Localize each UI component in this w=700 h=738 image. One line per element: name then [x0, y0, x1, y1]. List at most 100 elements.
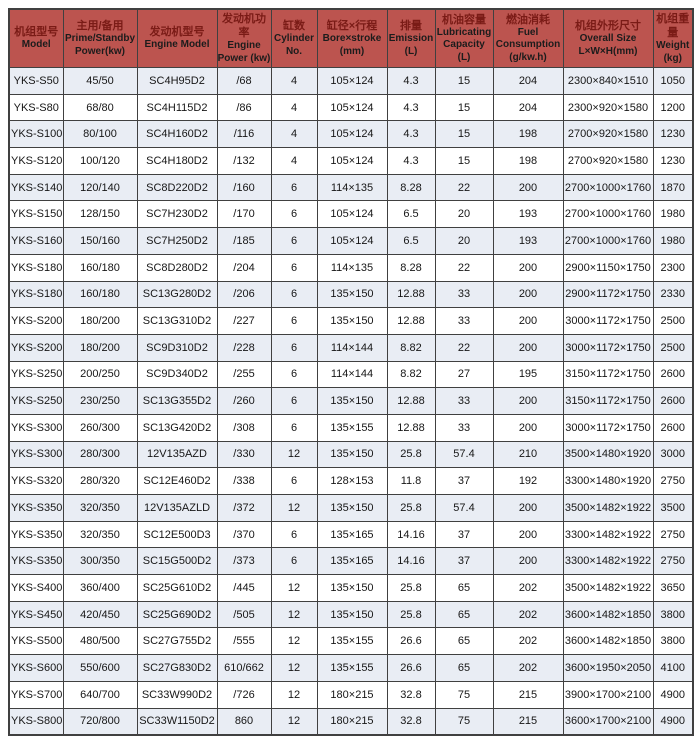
cell-engine-model: SC13G355D2 [136, 387, 218, 415]
cell-model: YKS-S180 [8, 280, 64, 309]
column-header-en-lube-capacity: Lubricating Capacity (L) [436, 26, 492, 63]
cell-lube-capacity: 75 [434, 707, 494, 736]
cell-model: YKS-S800 [8, 707, 64, 736]
cell-fuel-consumption: 193 [492, 200, 564, 229]
column-header-overall-size: 机组外形尺寸 Overall Size L×W×H(mm) [562, 8, 654, 68]
cell-prime-standby: 160/180 [62, 253, 138, 282]
cell-prime-standby: 180/200 [62, 307, 138, 335]
cell-emission: 32.8 [386, 680, 436, 709]
cell-lube-capacity: 15 [434, 120, 494, 149]
cell-overall-size: 3300×1480×1920 [562, 467, 654, 495]
cell-prime-standby: 420/450 [62, 600, 138, 629]
cell-emission: 14.16 [386, 547, 436, 576]
table-row: YKS-S120 100/120 SC4H180D2/132 4 105×124 4.3 1… [8, 147, 694, 175]
cell-emission: 26.6 [386, 654, 436, 682]
cell-engine-power: /160 [216, 173, 272, 202]
cell-bore-stroke: 105×124 [316, 147, 388, 175]
cell-engine-power: /445 [216, 574, 272, 602]
cell-model: YKS-S320 [8, 467, 64, 495]
cell-fuel-consumption: 195 [492, 360, 564, 389]
cell-emission: 11.8 [386, 467, 436, 495]
cell-lube-capacity: 33 [434, 387, 494, 415]
column-header-zh-prime-standby: 主用/备用 [76, 20, 124, 32]
cell-bore-stroke: 128×153 [316, 467, 388, 495]
column-header-zh-engine-model: 发动机型号 [149, 26, 205, 39]
table-row: YKS-S100 80/100 SC4H160D2/116 4 105×124 4.3 15… [8, 120, 694, 149]
table-row: YKS-S800 720/800 SC33W1150D2 860 12 180×215 32… [8, 707, 694, 736]
cell-lube-capacity: 33 [434, 307, 494, 335]
cell-overall-size: 3500×1480×1920 [562, 440, 654, 469]
column-header-cylinder-no: 缸数 Cylinder No. [270, 8, 318, 68]
cell-model: YKS-S700 [8, 680, 64, 709]
cell-prime-standby: 68/80 [62, 93, 138, 122]
table-row: YKS-S250 200/250 SC9D340D2/255 6 114×144 8.82… [8, 360, 694, 389]
cell-engine-power: /228 [216, 333, 272, 362]
cell-prime-standby: 200/250 [62, 360, 138, 389]
cell-emission: 8.28 [386, 253, 436, 282]
cell-model: YKS-S200 [8, 307, 64, 335]
cell-emission: 26.6 [386, 627, 436, 656]
cell-model: YKS-S250 [8, 387, 64, 415]
cell-lube-capacity: 33 [434, 413, 494, 442]
cell-model: YKS-S250 [8, 360, 64, 389]
cell-engine-model: SC25G690D2 [136, 600, 218, 629]
cell-overall-size: 2900×1150×1750 [562, 253, 654, 282]
cell-prime-standby: 280/320 [62, 467, 138, 495]
cell-engine-model: SC15G500D2 [136, 547, 218, 576]
cell-lube-capacity: 65 [434, 654, 494, 682]
column-header-engine-power: 发动机功率 Engine Power (kw) [216, 8, 272, 68]
cell-engine-model: SC12E500D3 [136, 520, 218, 549]
table-row: YKS-S500 480/500 SC27G755D2/555 12 135×155 26… [8, 627, 694, 656]
cell-prime-standby: 550/600 [62, 654, 138, 682]
cell-engine-model: SC27G830D2 [136, 654, 218, 682]
cell-weight: 2600 [652, 387, 694, 415]
cell-engine-model: SC8D220D2 [136, 173, 218, 202]
table-row: YKS-S350 320/350 12V135AZLD/372 12 135×150 25… [8, 494, 694, 522]
cell-engine-power: /227 [216, 307, 272, 335]
cell-bore-stroke: 114×144 [316, 333, 388, 362]
column-header-en-bore-stroke: Bore×stroke (mm) [322, 33, 382, 57]
cell-bore-stroke: 135×155 [316, 627, 388, 656]
cell-bore-stroke: 135×155 [316, 413, 388, 442]
cell-prime-standby: 230/250 [62, 387, 138, 415]
column-header-en-model: Model [21, 39, 51, 51]
cell-fuel-consumption: 198 [492, 147, 564, 175]
cell-weight: 2750 [652, 547, 694, 576]
cell-cylinder-no: 12 [270, 680, 318, 709]
cell-engine-model: SC13G280D2 [136, 280, 218, 309]
cell-emission: 12.88 [386, 280, 436, 309]
cell-bore-stroke: 105×124 [316, 227, 388, 255]
column-header-en-cylinder-no: Cylinder No. [273, 33, 314, 57]
cell-fuel-consumption: 202 [492, 627, 564, 656]
cell-emission: 25.8 [386, 574, 436, 602]
cell-weight: 2750 [652, 467, 694, 495]
cell-bore-stroke: 105×124 [316, 67, 388, 95]
cell-lube-capacity: 15 [434, 67, 494, 95]
cell-prime-standby: 320/350 [62, 494, 138, 522]
table-row: YKS-S320 280/320 SC12E460D2/338 6 128×153 11.… [8, 467, 694, 495]
cell-model: YKS-S120 [8, 147, 64, 175]
cell-overall-size: 2900×1172×1750 [562, 280, 654, 309]
cell-weight: 2600 [652, 360, 694, 389]
cell-engine-power: /206 [216, 280, 272, 309]
cell-cylinder-no: 6 [270, 173, 318, 202]
cell-cylinder-no: 4 [270, 147, 318, 175]
cell-engine-power: /132 [216, 147, 272, 175]
cell-engine-power: /170 [216, 200, 272, 229]
cell-engine-power: 860 [216, 707, 272, 736]
cell-engine-power: /370 [216, 520, 272, 549]
cell-lube-capacity: 75 [434, 680, 494, 709]
cell-engine-power: /68 [216, 67, 272, 95]
cell-engine-model: SC8D280D2 [136, 253, 218, 282]
cell-fuel-consumption: 204 [492, 67, 564, 95]
column-header-en-prime-standby: Prime/Standby Power(kw) [64, 33, 136, 57]
cell-emission: 8.82 [386, 360, 436, 389]
table-body: YKS-S50 45/50 SC4H95D2/68 4 105×124 4.3 15 204 2… [8, 67, 694, 736]
cell-prime-standby: 480/500 [62, 627, 138, 656]
cell-lube-capacity: 27 [434, 360, 494, 389]
cell-model: YKS-S500 [8, 627, 64, 656]
table-row: YKS-S160 150/160 SC7H250D2/185 6 105×124 6.5 2… [8, 227, 694, 255]
cell-cylinder-no: 12 [270, 707, 318, 736]
cell-model: YKS-S300 [8, 413, 64, 442]
